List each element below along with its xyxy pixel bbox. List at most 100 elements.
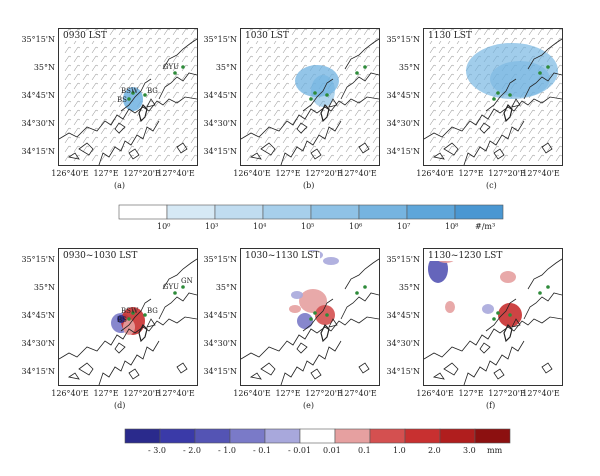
site-marker <box>181 285 185 289</box>
coastline <box>67 152 80 160</box>
wind-barb <box>190 55 197 63</box>
wind-barb <box>73 73 81 81</box>
colorbar-bottom-boxes <box>124 428 511 444</box>
site-label: BG <box>147 307 158 315</box>
lat-tick-label: 35°15'N <box>386 35 420 44</box>
panel-letter: (e) <box>303 401 314 410</box>
wind-barb <box>537 145 545 153</box>
wind-barb <box>264 100 272 108</box>
wind-barb <box>345 91 353 99</box>
wind-barb <box>154 127 162 135</box>
wind-barb <box>510 145 518 153</box>
wind-barb <box>282 73 290 81</box>
lon-tick-label: 127°40'E <box>157 389 195 398</box>
wind-barb <box>429 100 437 108</box>
wind-barb <box>336 109 344 117</box>
coastline <box>463 340 525 385</box>
coastline <box>249 152 262 160</box>
wind-barb <box>345 64 353 72</box>
wind-barb <box>109 73 117 81</box>
wind-barb <box>154 91 162 99</box>
wind-barb <box>181 37 189 45</box>
wind-barb <box>492 37 500 45</box>
coastline <box>523 72 562 100</box>
wind-barb <box>255 127 263 135</box>
lat-tick-label: 35°15'N <box>21 255 55 264</box>
site-marker <box>143 93 147 97</box>
coastline <box>511 318 521 328</box>
wind-barb <box>354 73 362 81</box>
wind-barb <box>145 127 153 135</box>
wind-barb <box>474 29 482 36</box>
wind-barb <box>429 46 437 54</box>
wind-barb <box>429 145 437 153</box>
coastline <box>280 340 342 385</box>
precip-diff-contour <box>289 305 301 313</box>
wind-barb <box>354 118 362 126</box>
wind-barb <box>372 46 379 54</box>
wind-barb <box>429 109 437 117</box>
wind-barb <box>519 29 527 36</box>
wind-barb <box>447 82 455 90</box>
coastline <box>78 362 94 376</box>
colorbar-box <box>194 428 231 444</box>
wind-barb <box>109 109 117 117</box>
wind-barb <box>255 145 263 153</box>
wind-barb <box>447 64 455 72</box>
wind-barb <box>429 55 437 63</box>
lat-tick-label: 34°30'N <box>21 339 55 348</box>
reservoir-outline <box>138 323 148 343</box>
lon-tick-label: 127°40'E <box>339 389 377 398</box>
wind-barb <box>363 127 371 135</box>
wind-barb <box>345 46 353 54</box>
lat-tick-label: 35°15'N <box>203 255 237 264</box>
wind-barb <box>136 37 144 45</box>
wind-barb <box>109 37 117 45</box>
wind-barb <box>519 127 527 135</box>
wind-barb <box>73 91 81 99</box>
site-label: GN <box>181 277 193 285</box>
site-marker <box>181 65 185 69</box>
precip-diff-contour <box>500 271 516 283</box>
wind-barb <box>354 82 362 90</box>
colorbar-box <box>474 428 511 444</box>
wind-barb <box>327 154 335 162</box>
site-marker <box>546 285 550 289</box>
coastline <box>527 38 562 70</box>
lat-tick-label: 35°N <box>398 283 420 292</box>
wind-barb <box>492 118 500 126</box>
colorbar-tick-label: 10⁸ <box>445 222 459 231</box>
colorbar-tick-label: - 0.01 <box>288 446 312 455</box>
lat-tick-label: 35°N <box>33 283 55 292</box>
wind-barb <box>546 154 554 162</box>
wind-barb <box>528 145 536 153</box>
colorbar-box <box>454 204 504 220</box>
wind-barb <box>456 64 464 72</box>
reservoir-outline <box>503 323 513 343</box>
wind-barb <box>109 145 117 153</box>
wind-barb <box>474 154 482 162</box>
lon-tick-label: 127°40'E <box>157 169 195 178</box>
wind-barb <box>154 55 162 63</box>
wind-barb <box>100 145 108 153</box>
coastline <box>463 120 525 165</box>
colorbar-tick-label: - 1.0 <box>218 446 236 455</box>
wind-barb <box>465 127 473 135</box>
wind-barb <box>372 55 379 63</box>
wind-barb <box>163 127 171 135</box>
wind-barb <box>181 29 189 36</box>
wind-barb <box>327 37 335 45</box>
lon-tick-label: 127°E <box>275 389 301 398</box>
coastline <box>59 316 197 360</box>
precip-diff-contour <box>323 257 339 265</box>
wind-barb <box>456 73 464 81</box>
colorbar-box <box>118 204 168 220</box>
wind-barb <box>429 118 437 126</box>
coastline <box>158 292 197 320</box>
colorbar-tick-label: 10⁵ <box>301 222 315 231</box>
wind-barb <box>181 64 189 72</box>
wind-barb <box>181 82 189 90</box>
wind-barb <box>109 118 117 126</box>
wind-barb <box>345 127 353 135</box>
wind-barb <box>372 136 379 144</box>
